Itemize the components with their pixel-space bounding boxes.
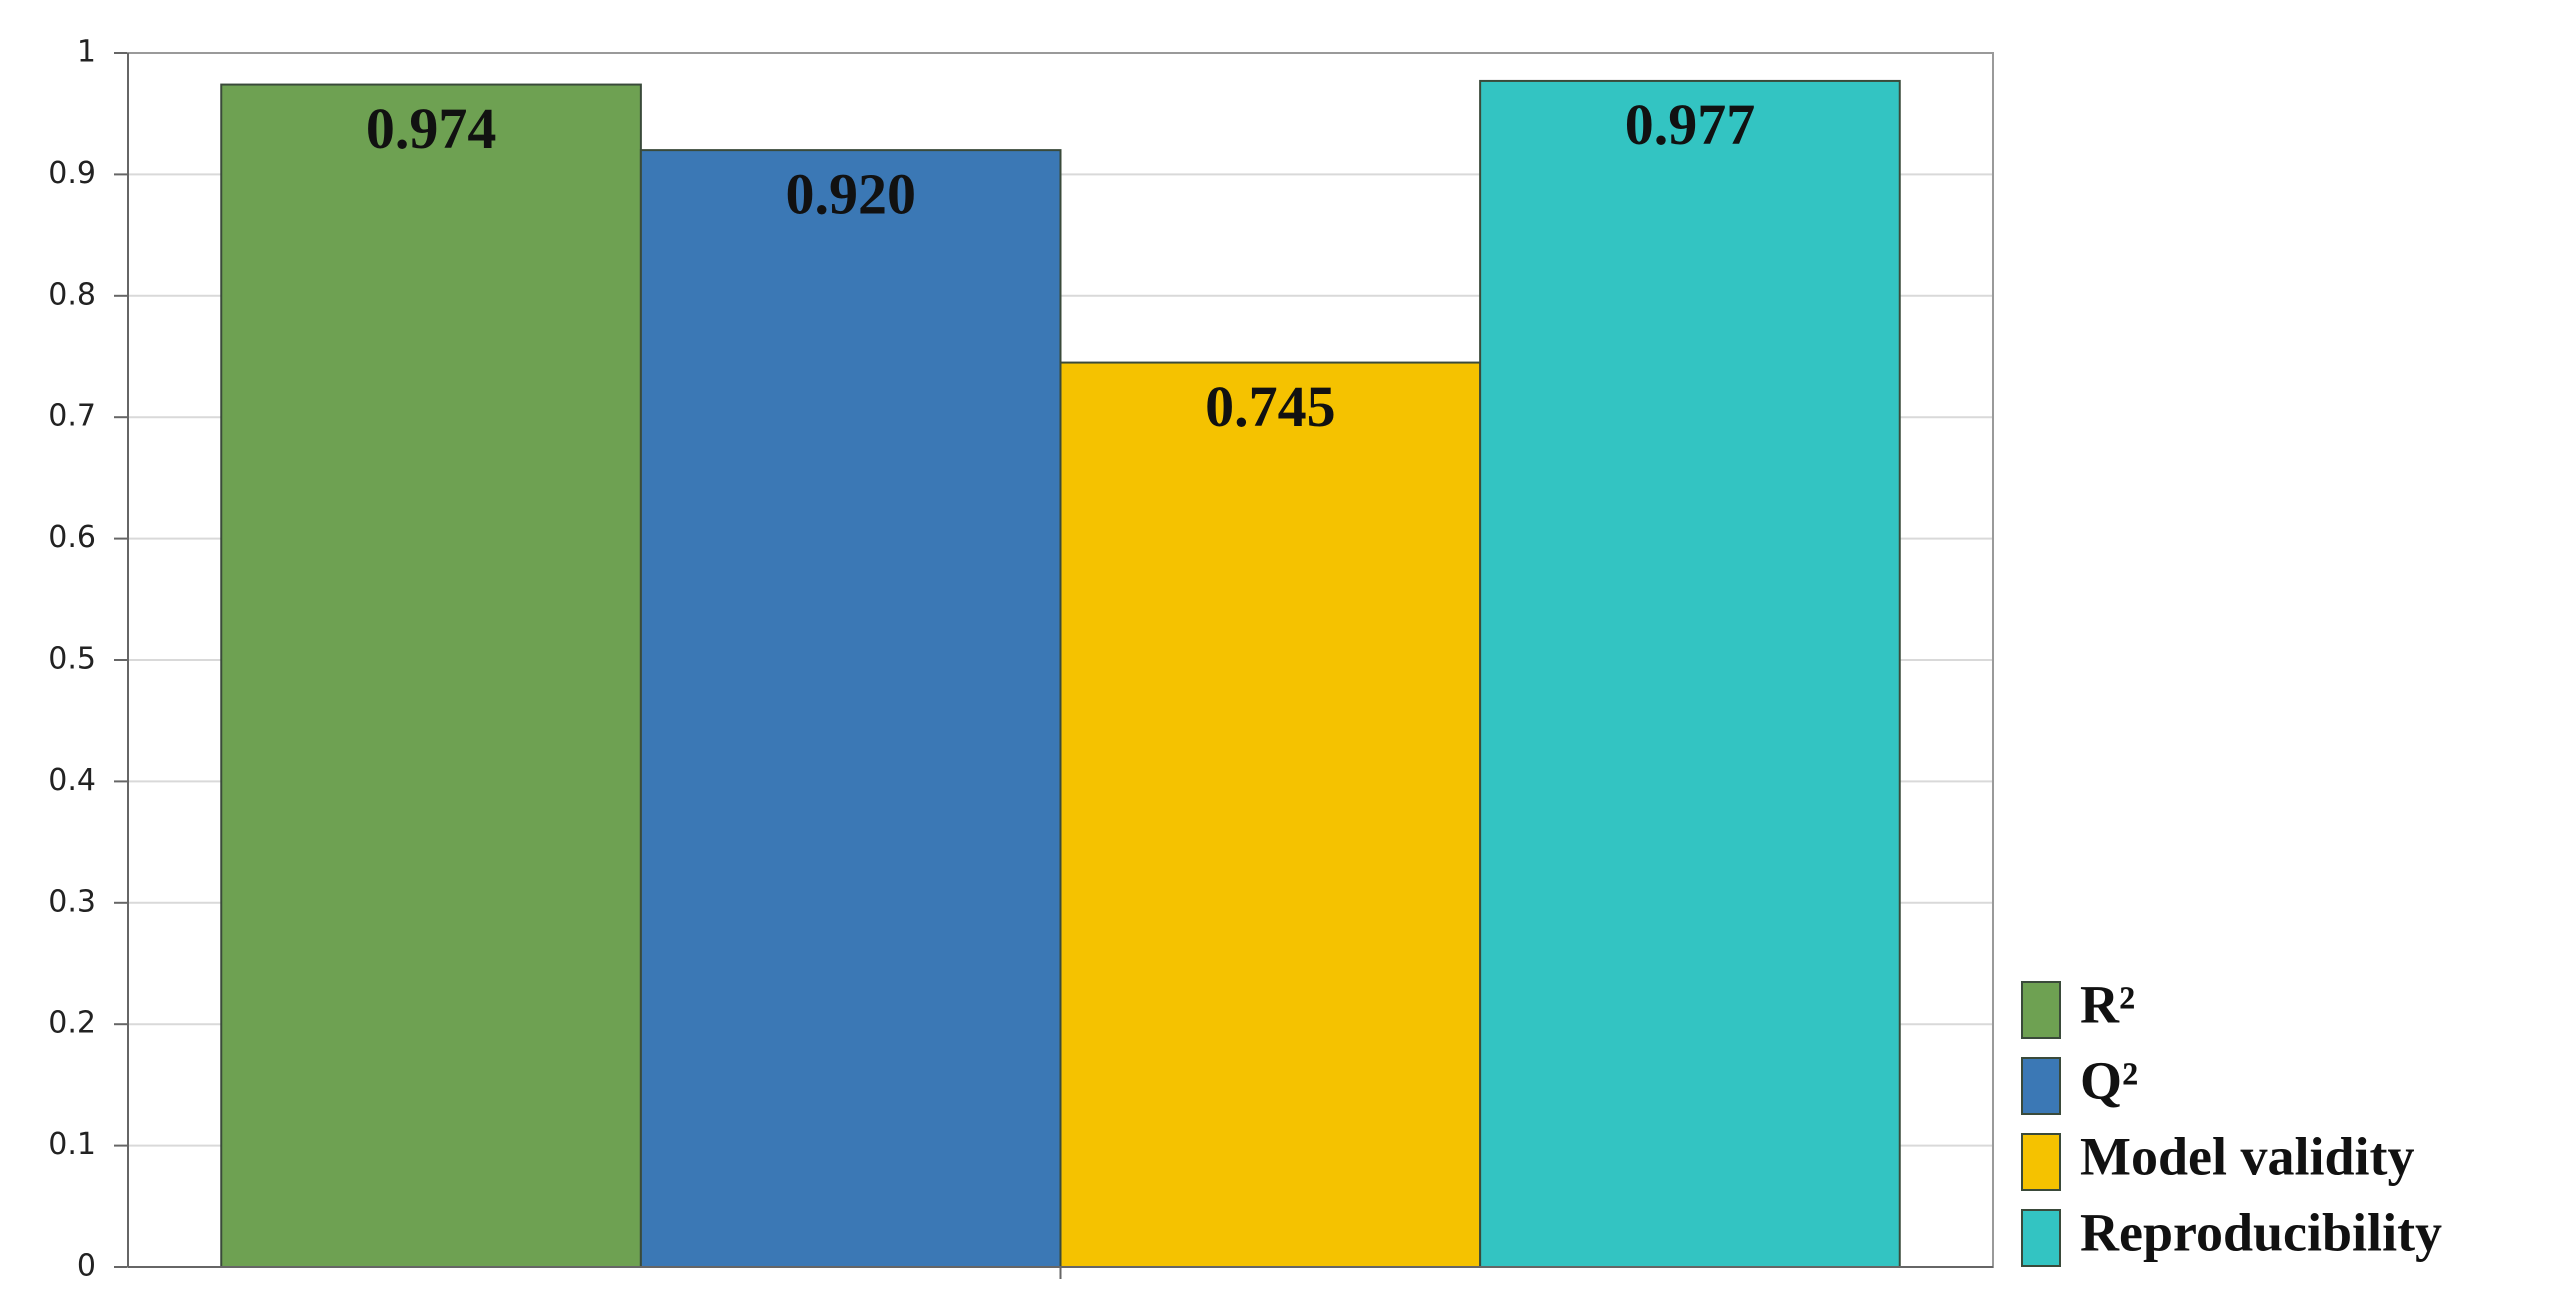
y-tick-label: 0.1	[48, 1127, 96, 1162]
y-tick-label: 0.3	[48, 884, 96, 919]
y-tick-label: 0.9	[48, 156, 96, 191]
y-tick-label: 0.2	[48, 1006, 96, 1041]
y-tick-label: 0	[77, 1249, 96, 1284]
bar	[1479, 79, 1901, 1268]
legend-swatch	[2021, 1209, 2061, 1267]
bar	[639, 149, 1062, 1268]
legend-label: Q²	[2080, 1050, 2138, 1110]
bar	[220, 83, 642, 1269]
legend-swatch	[2021, 1133, 2061, 1191]
bar	[1059, 361, 1482, 1268]
legend-swatch	[2021, 981, 2061, 1039]
y-tick-label: 0.8	[48, 277, 96, 312]
y-tick-label: 0.7	[48, 399, 96, 434]
y-tick-label: 0.6	[48, 520, 96, 555]
value-label: 0.920	[785, 161, 916, 226]
value-label: 0.745	[1205, 374, 1336, 439]
legend-label: Reproducibility	[2080, 1202, 2442, 1262]
legend-swatch	[2021, 1057, 2061, 1115]
legend-label: Model validity	[2080, 1126, 2415, 1186]
y-tick-label: 1	[77, 35, 96, 70]
y-tick-label: 0.4	[48, 763, 96, 798]
value-label: 0.977	[1625, 92, 1756, 157]
value-label: 0.974	[366, 96, 497, 161]
legend-label: R²	[2080, 974, 2135, 1034]
y-tick-label: 0.5	[48, 642, 96, 677]
